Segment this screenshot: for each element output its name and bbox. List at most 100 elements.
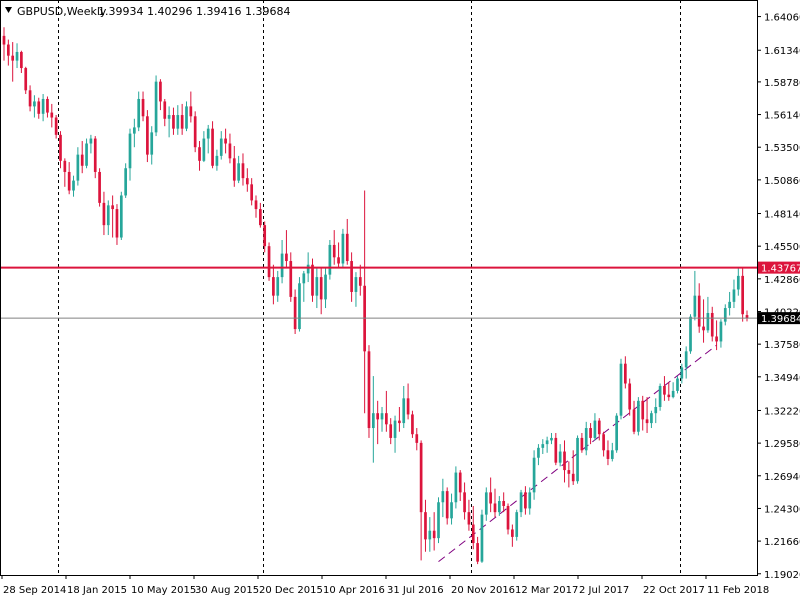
bear-candle[interactable] [467,512,471,525]
bear-candle[interactable] [319,277,323,300]
bull-candle[interactable] [315,277,319,296]
bull-candle[interactable] [441,491,445,503]
bear-candle[interactable] [398,420,401,424]
bear-candle[interactable] [389,424,393,438]
bear-candle[interactable] [172,115,175,129]
bull-candle[interactable] [276,277,280,296]
bull-candle[interactable] [706,312,710,331]
bull-candle[interactable] [328,244,332,275]
bull-candle[interactable] [41,98,45,114]
bear-candle[interactable] [59,134,62,161]
bull-candle[interactable] [484,492,488,515]
bear-candle[interactable] [571,473,575,482]
bear-candle[interactable] [563,451,566,471]
bull-candle[interactable] [654,407,658,414]
bull-candle[interactable] [676,378,679,391]
bull-candle[interactable] [306,264,310,274]
price-axis[interactable]: 1.64060 1.61340 1.58780 1.56140 1.53500 1.508… [757,13,800,581]
dropdown-triangle-icon[interactable] [5,7,12,13]
bear-candle[interactable] [285,253,288,262]
bull-candle[interactable] [437,502,440,539]
bear-candle[interactable] [80,154,84,166]
bear-candle[interactable] [293,296,297,330]
bear-candle[interactable] [267,246,271,278]
bear-candle[interactable] [580,437,584,451]
bear-candle[interactable] [37,101,41,114]
bull-candle[interactable] [202,138,206,161]
bear-candle[interactable] [46,98,49,113]
bull-candle[interactable] [519,492,523,513]
bear-candle[interactable] [493,503,497,513]
bear-candle[interactable] [254,200,258,210]
bear-candle[interactable] [489,492,492,504]
bull-candle[interactable] [106,205,110,226]
bull-candle[interactable] [185,106,188,129]
bear-candle[interactable] [345,233,349,262]
bear-candle[interactable] [463,492,466,513]
bear-candle[interactable] [98,171,101,203]
bull-candle[interactable] [15,51,19,61]
bear-candle[interactable] [376,413,380,420]
bull-candle[interactable] [728,301,731,309]
bull-candle[interactable] [76,154,80,181]
bull-candle[interactable] [280,253,284,278]
bull-candle[interactable] [532,457,536,493]
bear-candle[interactable] [20,51,23,69]
bear-candle[interactable] [159,81,162,102]
bull-candle[interactable] [658,385,662,408]
bull-candle[interactable] [723,308,727,322]
bull-candle[interactable] [537,447,540,458]
bear-candle[interactable] [163,101,167,119]
bull-candle[interactable] [302,273,306,284]
bear-candle[interactable] [245,178,249,185]
bear-candle[interactable] [502,501,506,506]
bear-candle[interactable] [250,184,254,201]
bull-candle[interactable] [124,168,128,196]
bear-candle[interactable] [367,351,371,429]
bull-candle[interactable] [650,413,653,424]
bull-candle[interactable] [72,180,75,191]
bull-candle[interactable] [371,413,375,429]
bear-candle[interactable] [697,295,701,327]
bull-candle[interactable] [541,444,545,448]
bear-candle[interactable] [189,106,193,117]
bear-candle[interactable] [702,326,705,331]
bear-candle[interactable] [332,244,336,258]
bear-candle[interactable] [198,147,201,161]
bear-candle[interactable] [710,312,714,337]
bull-candle[interactable] [680,367,684,379]
bear-candle[interactable] [311,264,314,296]
bull-candle[interactable] [167,115,171,119]
bull-candle[interactable] [150,132,154,155]
bull-candle[interactable] [137,98,141,128]
bull-candle[interactable] [689,316,692,352]
bull-candle[interactable] [497,501,501,513]
bear-candle[interactable] [506,505,510,530]
bull-candle[interactable] [402,398,406,424]
bear-candle[interactable] [263,225,267,247]
bull-candle[interactable] [89,138,93,144]
bull-candle[interactable] [206,128,210,139]
bear-candle[interactable] [406,398,410,415]
bear-candle[interactable] [224,138,227,144]
bull-candle[interactable] [33,101,36,107]
bear-candle[interactable] [458,472,462,493]
bear-candle[interactable] [554,437,558,463]
bull-candle[interactable] [428,530,432,540]
bull-candle[interactable] [480,514,484,562]
bull-candle[interactable] [545,440,549,445]
bull-candle[interactable] [732,289,736,302]
bear-candle[interactable] [415,434,419,443]
bear-candle[interactable] [411,414,414,435]
bull-candle[interactable] [450,502,453,519]
bear-candle[interactable] [289,261,293,297]
bear-candle[interactable] [432,530,436,539]
bear-candle[interactable] [259,209,262,226]
bear-candle[interactable] [50,112,54,118]
bull-candle[interactable] [610,450,614,459]
bear-candle[interactable] [597,420,601,435]
bear-candle[interactable] [567,470,571,474]
bull-candle[interactable] [298,283,301,330]
bull-candle[interactable] [393,420,397,438]
bear-candle[interactable] [645,419,649,424]
